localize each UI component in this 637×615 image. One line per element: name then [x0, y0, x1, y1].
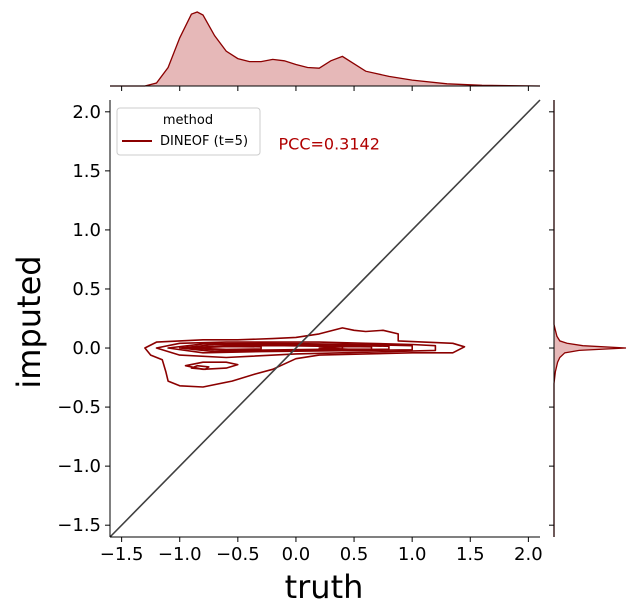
y-tick-label: 2.0 — [72, 102, 101, 123]
top-marginal-fill — [110, 12, 540, 86]
x-axis-title: truth — [285, 568, 364, 606]
x-tick-label: 1.5 — [456, 544, 485, 565]
contour-8 — [190, 364, 210, 371]
x-tick-label: −1.5 — [100, 544, 144, 565]
top-marginal-kde — [110, 11, 541, 87]
legend-title: method — [163, 113, 213, 128]
y-tick-label: −1.5 — [57, 515, 101, 536]
x-tick-label: 1.0 — [398, 544, 427, 565]
legend-box — [116, 107, 261, 156]
x-tick-label: 2.0 — [514, 544, 543, 565]
x-tick-label: −1.0 — [158, 544, 202, 565]
identity-line — [109, 99, 541, 538]
axes: −1.5 −1.0 −0.5 0.0 0.5 1.0 1.5 2.0 −1.5 −1.0 −0.5 0… — [57, 86, 554, 565]
y-tick-label: 1.5 — [72, 161, 101, 182]
contour-0 — [144, 327, 466, 388]
right-marginal-fill — [554, 100, 626, 537]
main-plot-area — [109, 99, 541, 538]
y-tick-label: −1.0 — [57, 456, 101, 477]
legend-label: DINEOF (t=5) — [160, 134, 248, 149]
contour-5 — [190, 345, 262, 351]
x-tick-label: −0.5 — [216, 544, 260, 565]
top-marginal-line — [110, 11, 541, 87]
y-tick-label: 1.0 — [72, 220, 101, 241]
contour-1 — [155, 341, 437, 359]
y-tick-label: 0.5 — [72, 279, 101, 300]
contour-4 — [184, 344, 344, 352]
right-marginal-line — [553, 100, 627, 537]
contour-2 — [167, 342, 413, 354]
y-tick-label: 0.0 — [72, 338, 101, 359]
right-marginal-kde — [553, 100, 627, 537]
legend: method DINEOF (t=5) — [116, 107, 261, 156]
pcc-annotation: PCC=0.3142 — [279, 135, 380, 154]
y-tick-label: −0.5 — [57, 397, 101, 418]
contour-6 — [318, 345, 373, 350]
x-tick-label: 0.5 — [340, 544, 369, 565]
y-axis-title: imputed — [10, 255, 48, 388]
x-tick-label: 0.0 — [282, 544, 311, 565]
